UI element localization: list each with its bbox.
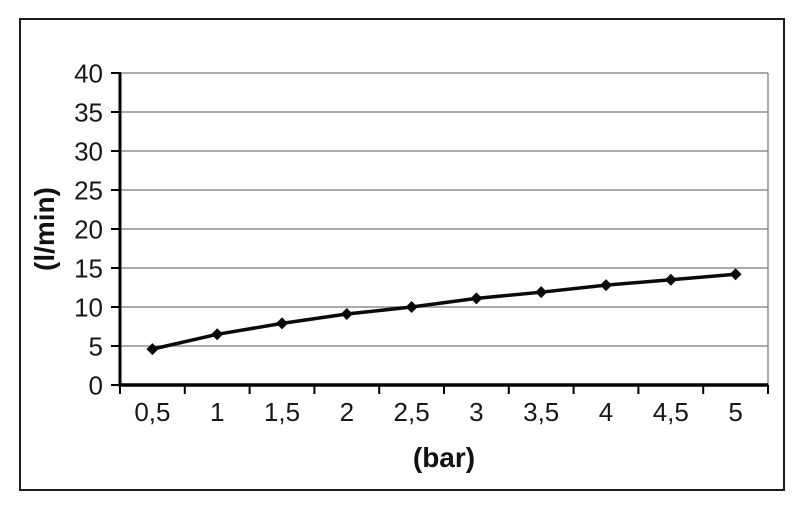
data-point-marker bbox=[211, 328, 224, 341]
data-point-marker bbox=[405, 301, 418, 313]
data-point-marker bbox=[146, 343, 159, 356]
data-point-marker bbox=[340, 308, 353, 321]
y-tick-label: 20 bbox=[74, 215, 103, 245]
x-tick-label: 1 bbox=[210, 397, 224, 427]
y-tick-label: 40 bbox=[74, 59, 103, 89]
data-point-marker bbox=[470, 292, 483, 305]
y-tick-label: 25 bbox=[74, 176, 103, 206]
data-point-marker bbox=[600, 279, 612, 292]
y-tick-label: 10 bbox=[74, 293, 103, 323]
data-point-marker bbox=[276, 317, 288, 330]
data-point-marker bbox=[729, 268, 742, 281]
y-tick-label: 5 bbox=[89, 332, 103, 362]
data-point-marker bbox=[535, 286, 548, 299]
x-tick-label: 3 bbox=[469, 397, 483, 427]
y-tick-label: 30 bbox=[74, 137, 103, 167]
x-axis-title: (bar) bbox=[412, 442, 476, 473]
x-tick-label: 4,5 bbox=[653, 397, 689, 427]
y-tick-label: 15 bbox=[74, 254, 103, 284]
x-tick-label: 5 bbox=[728, 397, 742, 427]
x-tick-label: 4 bbox=[599, 397, 613, 427]
x-tick-label: 1,5 bbox=[264, 397, 300, 427]
chart-frame bbox=[19, 18, 785, 491]
x-tick-label: 0,5 bbox=[134, 397, 170, 427]
y-tick-label: 0 bbox=[89, 371, 103, 401]
y-axis-title: (l/min) bbox=[29, 187, 60, 271]
x-tick-label: 3,5 bbox=[523, 397, 559, 427]
data-series-line bbox=[152, 272, 736, 351]
x-tick-label: 2,5 bbox=[394, 397, 430, 427]
data-point-marker bbox=[664, 273, 677, 286]
y-tick-label: 35 bbox=[74, 98, 103, 128]
x-tick-label: 2 bbox=[340, 397, 354, 427]
